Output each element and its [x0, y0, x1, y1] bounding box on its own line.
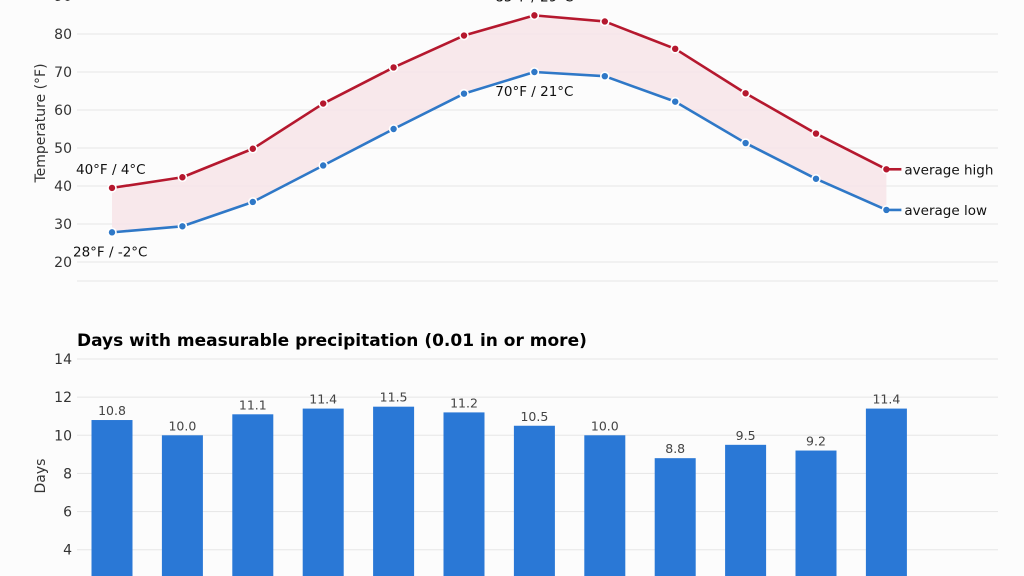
precipitation-bar-label: 11.4	[872, 392, 900, 407]
precipitation-bar	[373, 406, 415, 576]
precipitation-bar-label: 10.8	[98, 403, 126, 418]
average-high-point	[529, 10, 540, 21]
average-high-point	[177, 172, 188, 183]
precipitation-y-axis-title: Days	[33, 459, 49, 494]
precipitation-bar	[232, 414, 274, 576]
average-low-point	[318, 160, 329, 171]
average-high-legend-label: average high	[904, 162, 993, 178]
temperature-y-tick-label: 90	[54, 0, 72, 5]
precipitation-bar-label: 9.5	[736, 428, 756, 443]
precipitation-y-tick-label: 14	[54, 352, 72, 368]
temperature-chart: 20 30 40 50 60 70 80 90 Temperature (°F) 40°F /…	[33, 0, 998, 282]
average-high-point	[599, 16, 610, 27]
average-low-legend-label: average low	[904, 203, 987, 219]
average-low-line	[111, 70, 887, 234]
precipitation-bar-label: 11.2	[450, 395, 478, 410]
temperature-annotations: 40°F / 4°C 28°F / -2°C 85°F / 29°C 70°F / 2…	[73, 0, 573, 260]
average-low-point	[740, 138, 751, 148]
temperature-annotation: 70°F / 21°C	[495, 84, 573, 100]
precipitation-bar	[865, 408, 907, 576]
precipitation-y-tick-label: 4	[63, 543, 72, 559]
average-low-point	[459, 88, 469, 99]
temperature-legend: average high average low	[886, 162, 993, 219]
temperature-annotation: 28°F / -2°C	[73, 244, 147, 260]
precipitation-y-tick-label: 8	[63, 466, 72, 482]
average-high-point	[388, 62, 399, 73]
average-low-point	[177, 221, 188, 232]
temperature-y-ticks: 20 30 40 50 60 70 80 90	[54, 0, 72, 271]
average-high-point	[670, 44, 681, 54]
temperature-y-axis-title: Temperature (°F)	[33, 63, 49, 183]
average-low-point	[811, 173, 821, 184]
temperature-annotation: 85°F / 29°C	[495, 0, 573, 5]
precipitation-chart: Days with measurable precipitation (0.01…	[33, 331, 998, 576]
temperature-series	[107, 10, 892, 238]
precipitation-bar-label: 9.2	[806, 434, 826, 449]
precipitation-bar	[513, 425, 555, 576]
temperature-y-tick-label: 40	[54, 179, 72, 195]
average-high-line	[111, 14, 887, 190]
temperature-y-tick-label: 30	[54, 217, 72, 233]
temperature-y-tick-label: 60	[54, 103, 72, 119]
average-high-point	[248, 143, 258, 154]
average-high-point	[811, 128, 821, 139]
temperature-range-band	[112, 15, 887, 233]
temperature-y-tick-label: 70	[54, 65, 72, 81]
average-high-point	[318, 98, 329, 109]
average-low-point	[670, 96, 681, 107]
precipitation-bar	[91, 420, 133, 576]
precipitation-bar-label: 10.0	[591, 418, 619, 433]
average-low-point	[599, 71, 610, 81]
average-low-point	[248, 197, 258, 207]
precipitation-bar-label: 10.0	[168, 418, 196, 433]
precipitation-bar-label: 10.5	[520, 409, 548, 424]
precipitation-bar-label: 11.5	[380, 390, 408, 405]
temperature-annotation: 40°F / 4°C	[76, 162, 146, 178]
precipitation-bar-label: 8.8	[665, 441, 685, 456]
precipitation-y-ticks: 2468101214	[54, 352, 72, 559]
average-low-point	[529, 67, 540, 77]
precipitation-bar	[795, 450, 837, 576]
precipitation-y-tick-label: 6	[63, 505, 72, 521]
precipitation-bar-label: 11.1	[239, 397, 267, 412]
temperature-y-tick-label: 50	[54, 141, 72, 157]
average-high-point	[740, 88, 751, 99]
average-low-point	[107, 227, 117, 238]
precipitation-bar-label: 11.4	[309, 392, 337, 407]
precipitation-bars: 10.8 10.0 11.1 11.4 11.5 11.2 10.5 10.0 8.8 9.5 9.…	[91, 390, 907, 576]
precipitation-bar	[584, 435, 626, 576]
temperature-y-tick-label: 80	[54, 27, 72, 43]
average-high-point	[459, 30, 469, 41]
precipitation-y-tick-label: 10	[54, 428, 72, 444]
precipitation-chart-title: Days with measurable precipitation (0.01…	[77, 331, 587, 351]
precipitation-bar	[161, 435, 203, 576]
precipitation-bar	[725, 444, 767, 576]
precipitation-bar	[654, 458, 696, 576]
precipitation-y-tick-label: 12	[54, 390, 72, 406]
average-low-point	[388, 124, 399, 134]
precipitation-bar	[302, 408, 344, 576]
precipitation-bar	[443, 412, 485, 576]
average-high-point	[107, 183, 117, 193]
temperature-y-tick-label: 20	[54, 255, 72, 271]
